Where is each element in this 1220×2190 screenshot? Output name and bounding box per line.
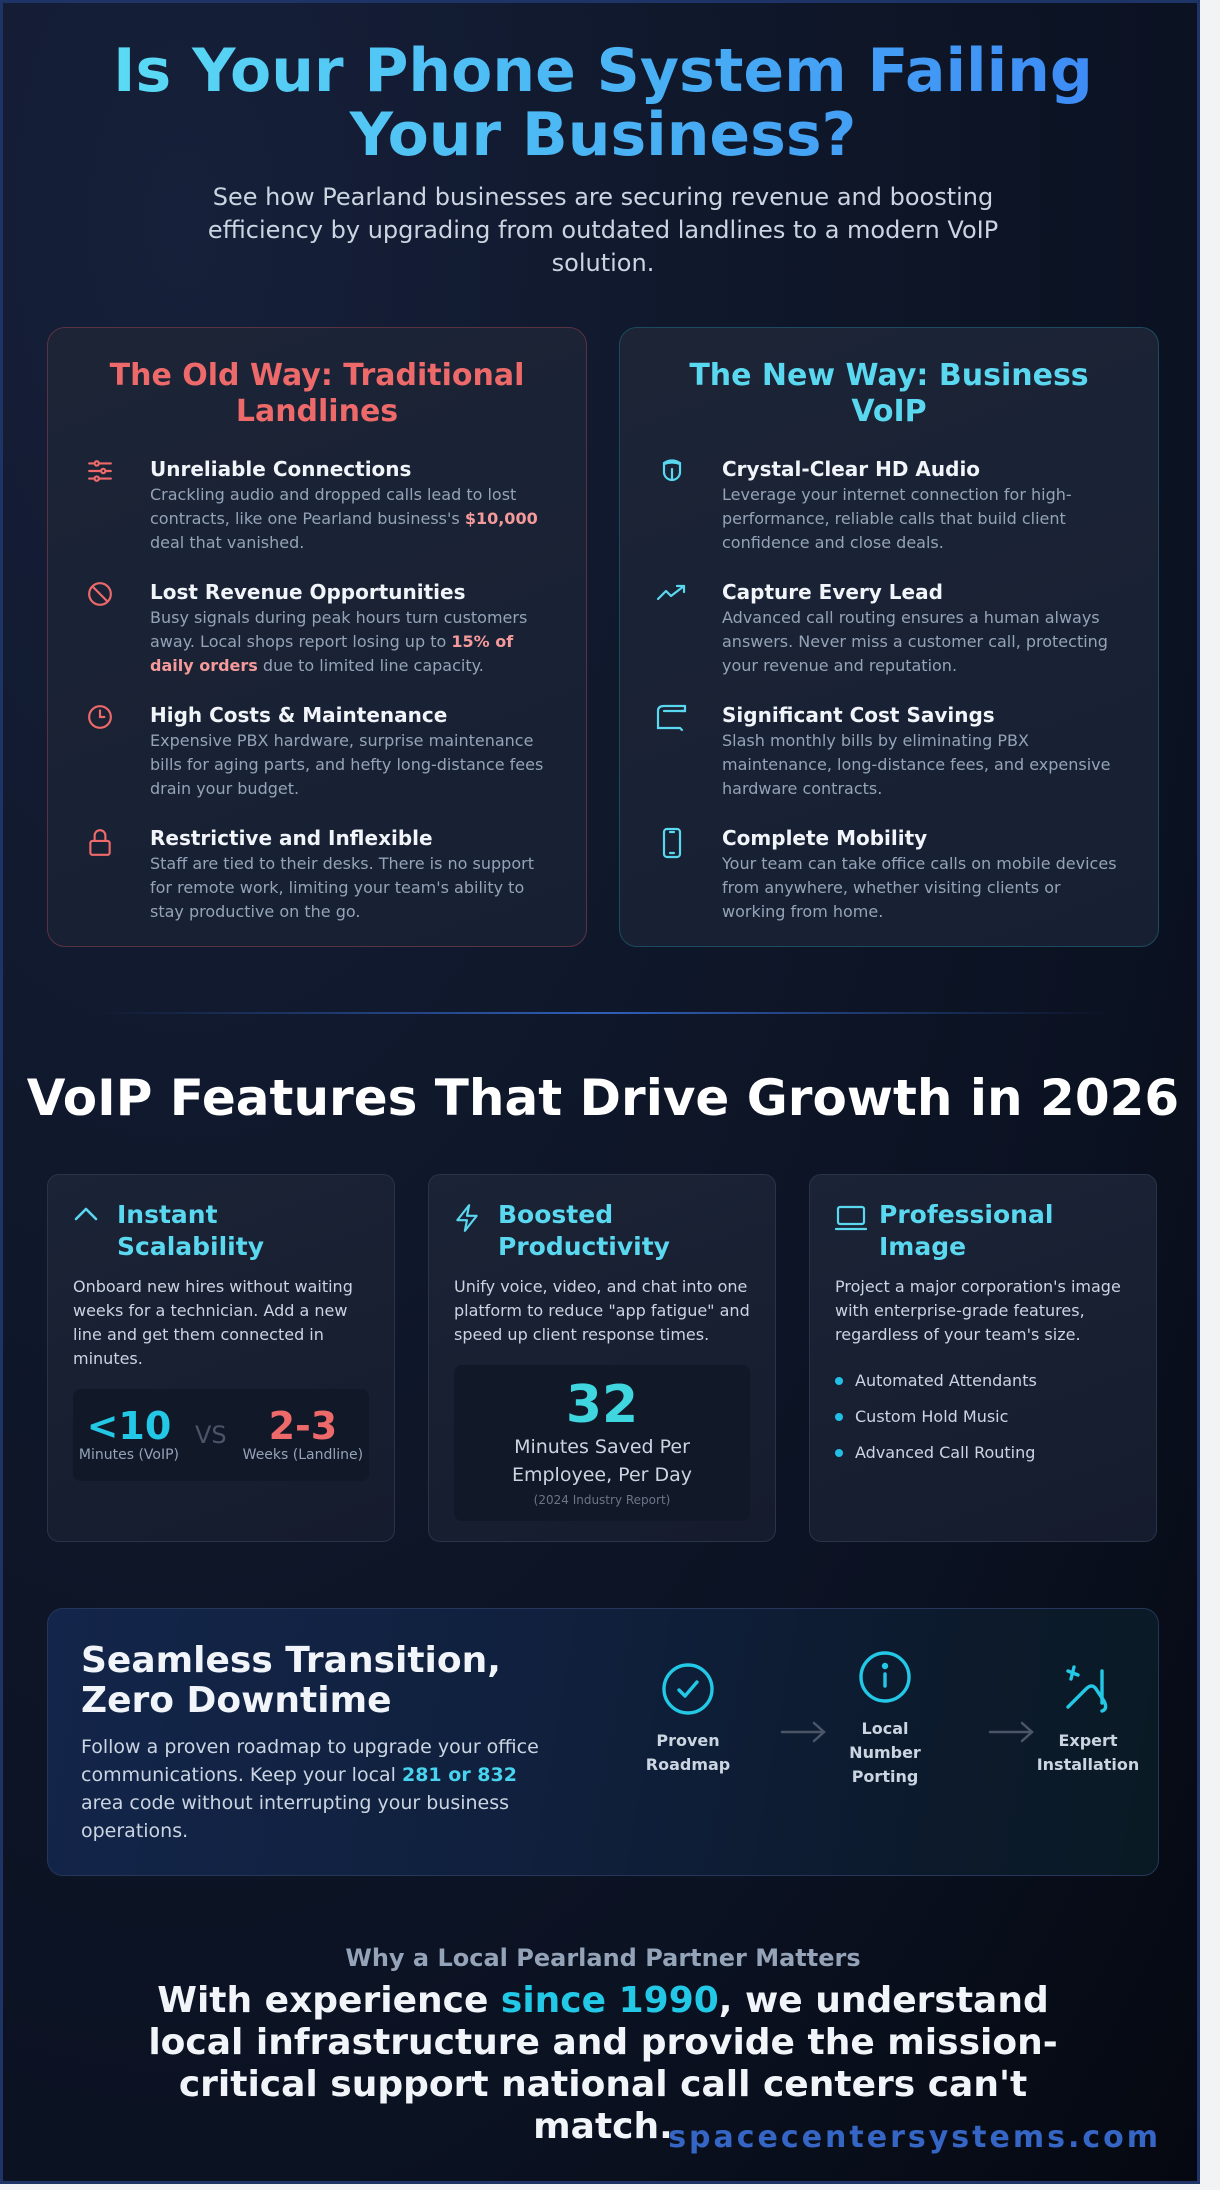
section-divider xyxy=(93,1012,1113,1014)
old-way-title: The Old Way: Traditional Landlines xyxy=(109,358,525,429)
shield-icon xyxy=(652,456,692,555)
bullet-item: Automated Attendants xyxy=(835,1363,1131,1399)
feature-description: Project a major corporation's image with… xyxy=(835,1277,1121,1344)
stat-value: 32 xyxy=(565,1375,639,1435)
feature-card-scalability: Instant Scalability Onboard new hires wi… xyxy=(47,1174,395,1542)
feature-title: Boosted Productivity xyxy=(498,1200,670,1261)
old-item-high-costs: High Costs & Maintenance Expensive PBX h… xyxy=(80,702,556,801)
item-text: Expensive PBX hardware, surprise mainten… xyxy=(150,731,544,798)
item-text: Slash monthly bills by eliminating PBX m… xyxy=(722,731,1111,798)
old-item-unreliable-connections: Unreliable Connections Crackling audio a… xyxy=(80,456,556,555)
transition-panel: Seamless Transition, Zero Downtime Follo… xyxy=(47,1608,1159,1876)
comparison-stat-box: <10 Minutes (VoIP) VS 2-3 Weeks (Landlin… xyxy=(73,1389,369,1481)
why-local-statement: With experience since 1990, we understan… xyxy=(148,1980,1058,2147)
bullet-dot-icon xyxy=(835,1377,843,1385)
step-proven-roadmap: Proven Roadmap xyxy=(628,1659,748,1777)
new-item-hd-audio: Crystal-Clear HD Audio Leverage your int… xyxy=(652,456,1128,555)
item-title: Restrictive and Inflexible xyxy=(150,826,433,850)
new-item-mobility: Complete Mobility Your team can take off… xyxy=(652,825,1128,924)
stat-label: Minutes (VoIP) xyxy=(78,1447,180,1463)
feature-description: Onboard new hires without waiting weeks … xyxy=(73,1277,353,1368)
stat-value: <10 xyxy=(86,1404,172,1448)
stat-source: (2024 Industry Report) xyxy=(533,1493,671,1507)
transition-steps: Proven Roadmap Local Number Porting Expe… xyxy=(608,1637,1148,1837)
item-title: High Costs & Maintenance xyxy=(150,703,448,727)
stat-voip: <10 Minutes (VoIP) xyxy=(79,1406,179,1464)
transition-title: Seamless Transition, Zero Downtime xyxy=(81,1640,501,1721)
new-way-card: The New Way: Business VoIP Crystal-Clear… xyxy=(619,327,1159,947)
stat-value: 2-3 xyxy=(268,1404,338,1448)
step-label: Expert Installation xyxy=(1036,1731,1140,1774)
ban-icon xyxy=(80,579,120,678)
feature-title: Professional Image xyxy=(879,1200,1054,1261)
arrow-right-icon xyxy=(988,1721,1034,1743)
feature-title: Instant Scalability xyxy=(117,1200,264,1261)
bullet-item: Advanced Call Routing xyxy=(835,1435,1131,1471)
item-text: Busy signals during peak hours turn cust… xyxy=(150,608,528,675)
item-text: Crackling audio and dropped calls lead t… xyxy=(150,485,538,552)
bullet-dot-icon xyxy=(835,1413,843,1421)
old-item-lost-revenue: Lost Revenue Opportunities Busy signals … xyxy=(80,579,556,678)
step-expert-installation: Expert Installation xyxy=(1028,1659,1148,1777)
step-label: Local Number Porting xyxy=(849,1719,921,1786)
feature-card-productivity: Boosted Productivity Unify voice, video,… xyxy=(428,1174,776,1542)
item-text: Advanced call routing ensures a human al… xyxy=(722,608,1108,675)
transition-description: Follow a proven roadmap to upgrade your … xyxy=(81,1736,539,1842)
bullet-dot-icon xyxy=(835,1449,843,1457)
highlight-amount: $10,000 xyxy=(464,509,538,528)
feature-description: Unify voice, video, and chat into one pl… xyxy=(454,1277,750,1344)
features-title: VoIP Features That Drive Growth in 2026 xyxy=(26,1069,1180,1127)
item-title: Significant Cost Savings xyxy=(722,703,995,727)
step-local-number-porting: Local Number Porting xyxy=(825,1647,945,1789)
brand-url-link[interactable]: spacecentersystems.com xyxy=(668,2120,1161,2155)
stat-landline: 2-3 Weeks (Landline) xyxy=(243,1406,363,1464)
new-way-title: The New Way: Business VoIP xyxy=(689,358,1089,429)
stat-label: Weeks (Landline) xyxy=(242,1447,364,1463)
step-label: Proven Roadmap xyxy=(645,1731,731,1774)
new-item-capture-lead: Capture Every Lead Advanced call routing… xyxy=(652,579,1128,678)
bullet-item: Custom Hold Music xyxy=(835,1399,1131,1435)
why-local-subtitle: Why a Local Pearland Partner Matters xyxy=(345,1944,861,1972)
sliders-icon xyxy=(80,456,120,555)
item-title: Complete Mobility xyxy=(722,826,928,850)
old-item-restrictive: Restrictive and Inflexible Staff are tie… xyxy=(80,825,556,924)
hero-subtitle: See how Pearland businesses are securing… xyxy=(207,183,999,277)
item-text: Your team can take office calls on mobil… xyxy=(722,854,1117,921)
lightning-icon xyxy=(454,1199,494,1237)
savings-icon xyxy=(652,702,692,801)
item-text: Staff are tied to their desks. There is … xyxy=(150,854,534,921)
since-year-highlight: since 1990 xyxy=(500,1980,719,2021)
trending-up-icon xyxy=(652,579,692,678)
item-title: Crystal-Clear HD Audio xyxy=(722,457,981,481)
feature-bullet-list: Automated Attendants Custom Hold Music A… xyxy=(835,1363,1131,1471)
chevron-up-icon xyxy=(73,1199,113,1229)
hero-title: Is Your Phone System Failing Your Busine… xyxy=(3,39,1197,167)
clock-icon xyxy=(80,702,120,801)
feature-card-professional-image: Professional Image Project a major corpo… xyxy=(809,1174,1157,1542)
area-code-highlight: 281 or 832 xyxy=(401,1764,517,1786)
laptop-icon xyxy=(834,1199,875,1235)
info-circle-icon xyxy=(825,1647,945,1707)
item-title: Capture Every Lead xyxy=(722,580,943,604)
highlight-percent: 15% of daily orders xyxy=(150,632,514,675)
versus-label: VS xyxy=(195,1421,227,1449)
tools-icon xyxy=(1028,1659,1148,1719)
item-title: Lost Revenue Opportunities xyxy=(150,580,466,604)
old-way-card: The Old Way: Traditional Landlines Unrel… xyxy=(47,327,587,947)
stat-label: Minutes Saved Per Employee, Per Day xyxy=(511,1436,693,1486)
lock-icon xyxy=(80,825,120,924)
item-title: Unreliable Connections xyxy=(150,457,412,481)
arrow-right-icon xyxy=(780,1721,826,1743)
check-circle-icon xyxy=(628,1659,748,1719)
new-item-cost-savings: Significant Cost Savings Slash monthly b… xyxy=(652,702,1128,801)
mobile-phone-icon xyxy=(652,825,692,924)
productivity-stat-box: 32 Minutes Saved Per Employee, Per Day (… xyxy=(454,1365,750,1521)
item-text: Leverage your internet connection for hi… xyxy=(722,485,1072,552)
